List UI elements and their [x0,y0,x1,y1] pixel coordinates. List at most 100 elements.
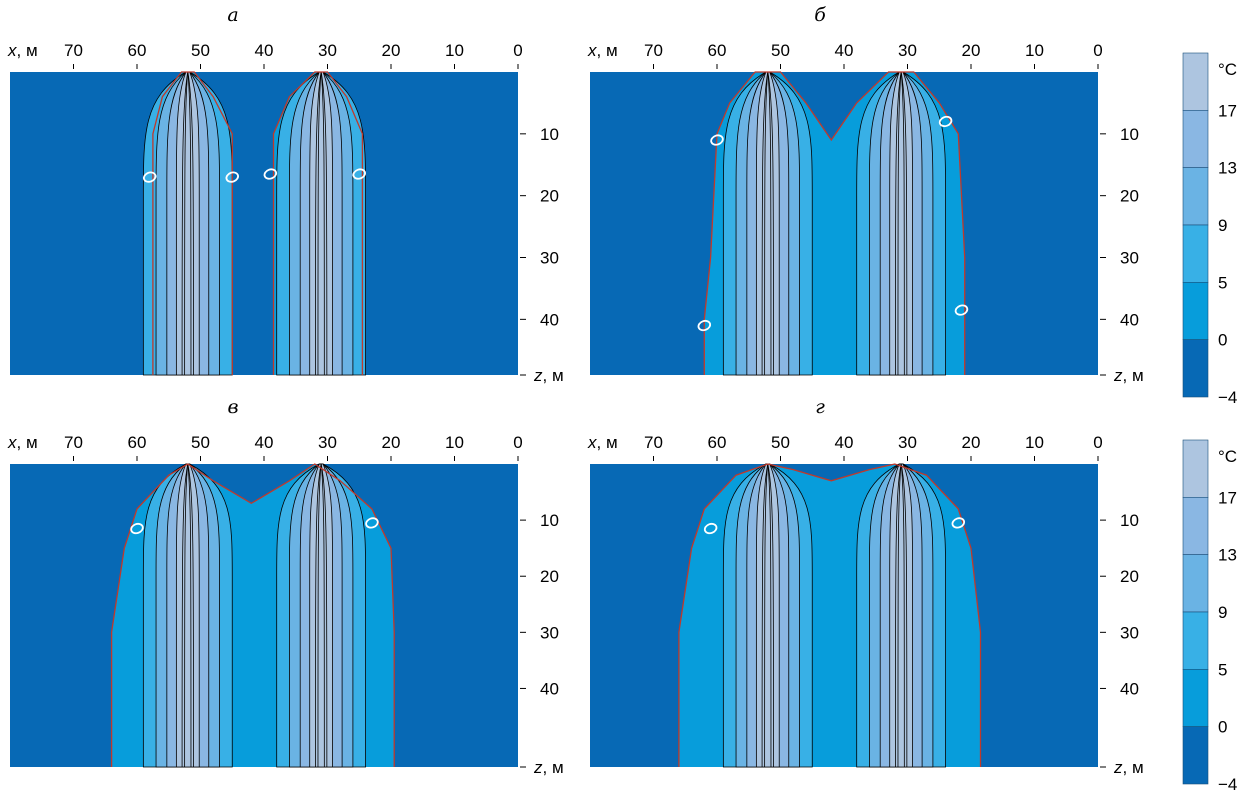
z-tick-label: 20 [1120,187,1139,206]
x-axis-label: x, м [587,41,618,60]
z-axis-label: z, м [1113,366,1144,385]
isoline-core [320,463,325,768]
x-tick-label: 50 [191,41,210,60]
isotherm-zero-label [225,171,239,183]
plume-1-band-3 [889,463,913,768]
isoline-core [895,463,902,768]
isotherm-zero-label [352,168,366,180]
x-tick-label: 70 [644,433,663,452]
x-tick-label: 40 [835,433,854,452]
z-tick-label: 40 [1120,310,1139,329]
x-tick-label: 30 [318,41,337,60]
panel-title: а [227,4,238,26]
x-tick-label: 30 [898,433,917,452]
z-axis-label: z, м [533,366,564,385]
colorbar-swatch [1182,554,1209,613]
z-tick-label: 10 [540,511,559,530]
x-tick-label: 10 [1025,41,1044,60]
x-tick-label: 40 [255,433,274,452]
z-tick-label: 30 [1120,623,1139,642]
x-tick-label: 40 [255,41,274,60]
isotherm-zero-label [365,517,379,529]
colorbar-swatch [1182,611,1209,670]
colorbar-level: 5 [1218,273,1227,292]
panel-title: в [227,396,238,418]
colorbar-swatch [1182,282,1209,340]
colorbar-unit: °C [1218,447,1237,466]
x-tick-label: 20 [962,433,981,452]
colorbar-level: 17 [1218,101,1237,120]
colorbar-swatch [1182,726,1209,785]
colorbar-swatch [1182,110,1209,168]
x-axis-label: x, м [587,433,618,452]
x-tick-label: 10 [445,41,464,60]
isoline-core [320,71,328,376]
colorbar-level: 17 [1218,488,1237,507]
isoline-core [184,71,189,376]
x-tick-label: 60 [708,433,727,452]
isoline-core [897,71,902,376]
x-tick-label: 50 [191,433,210,452]
isoline-core [187,71,192,376]
x-tick-label: 40 [835,41,854,60]
panel-2: в x, м 70 60 50 40 30 20 10 0 10 20 30 40 z, м [7,396,564,777]
isoline-core [320,463,328,768]
isotherm-zero-label [938,115,953,128]
zero-isotherm-line [110,463,395,767]
colorbar-swatch [1182,224,1209,283]
x-tick-label: 20 [382,433,401,452]
plume-0-band-3 [175,71,200,376]
isoline-core [184,463,189,768]
colorbar-level: 9 [1218,216,1227,235]
isoline-core [317,71,322,376]
z-tick-label: 20 [1120,567,1139,586]
plume-0-band-3 [175,463,200,768]
z-tick-label: 20 [540,187,559,206]
isoline-core [761,463,769,768]
plume-1-band-3 [889,71,913,376]
isoline-core [895,71,902,376]
isotherm-zero-label [954,304,969,316]
colorbar-swatch [1182,339,1209,398]
x-tick-label: 20 [962,41,981,60]
isotherm-zero-label [130,522,144,535]
x-tick-label: 0 [1093,433,1102,452]
colorbar-swatch [1182,52,1209,111]
colorbar-level: 13 [1218,159,1237,178]
x-tick-label: 60 [128,433,147,452]
z-tick-label: 30 [1120,249,1139,268]
panel-0: а x, м 70 60 50 40 30 20 10 0 10 20 30 40 z, м [7,4,564,385]
isotherm-zero-label [703,522,718,535]
z-tick-label: 30 [540,623,559,642]
x-tick-label: 50 [771,41,790,60]
isoline-core [900,71,908,376]
isoline-core [767,463,774,768]
isoline-core [761,71,769,376]
z-tick-label: 40 [540,310,559,329]
x-tick-label: 0 [513,41,522,60]
isoline-core [187,463,192,768]
colorbar-level: 0 [1218,718,1227,737]
isotherm-zero-label [263,168,278,180]
plume-1-band-3 [309,71,333,376]
colorbar-level: 5 [1218,660,1227,679]
x-tick-label: 0 [1093,41,1102,60]
zero-isotherm-line [703,71,966,375]
panel-title: г [815,396,825,418]
isoline-core [764,71,769,376]
isoline-core [767,463,772,768]
x-tick-label: 60 [128,41,147,60]
z-tick-label: 20 [540,567,559,586]
isoline-core [315,71,322,376]
x-tick-label: 10 [1025,433,1044,452]
x-tick-label: 70 [64,41,83,60]
isotherm-zero-label [142,171,157,183]
x-tick-label: 30 [318,433,337,452]
colorbar-level: −4 [1218,388,1237,407]
isoline-core [900,71,905,376]
z-tick-label: 10 [1120,511,1139,530]
plume-1-band-3 [309,463,333,768]
z-axis-label: z, м [1113,758,1144,777]
isoline-core [187,71,194,376]
